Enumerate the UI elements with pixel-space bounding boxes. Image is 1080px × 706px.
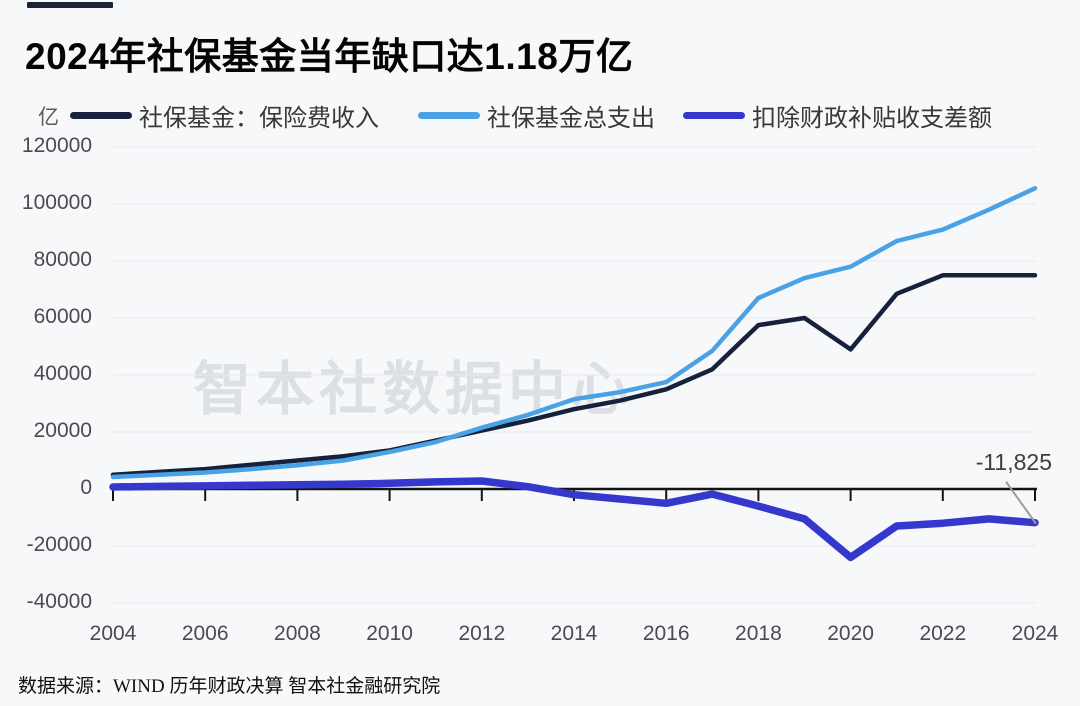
- y-tick-label--20000: -20000: [26, 533, 92, 556]
- x-tick-label-2014: 2014: [550, 622, 598, 645]
- y-tick-label-20000: 20000: [33, 419, 92, 442]
- x-tick-label-2018: 2018: [735, 622, 782, 645]
- y-tick-label-60000: 60000: [33, 305, 92, 328]
- x-tick-label-2022: 2022: [919, 622, 967, 645]
- legend-item-balance: 扣除财政补贴收支差额: [683, 100, 992, 132]
- balance-line-swatch: [683, 111, 745, 119]
- x-tick-label-2010: 2010: [366, 622, 413, 645]
- annotation-value: -11,825: [975, 449, 1052, 475]
- x-tick-label-2020: 2020: [827, 622, 874, 645]
- x-tick-label-2024: 2024: [1011, 622, 1059, 645]
- y-tick-label-80000: 80000: [33, 248, 92, 271]
- series-line-balance: [109, 477, 1039, 562]
- brand-accent-bar: [27, 2, 113, 8]
- y-axis-unit-label: 亿: [38, 106, 59, 129]
- x-tick-label-2012: 2012: [458, 622, 506, 645]
- expenditure-line-swatch: [418, 111, 480, 119]
- x-tick-label-2016: 2016: [642, 622, 690, 645]
- x-tick-label-2004: 2004: [89, 622, 137, 645]
- y-tick-label--40000: -40000: [26, 590, 92, 613]
- chart-title: 2024年社保基金当年缺口达1.18万亿: [25, 36, 634, 77]
- y-tick-label-40000: 40000: [33, 362, 92, 385]
- income-line-swatch: [70, 111, 132, 119]
- x-tick-label-2008: 2008: [274, 622, 321, 645]
- legend-label-expenditure: 社保基金总支出: [487, 104, 655, 132]
- y-tick-label-100000: 100000: [21, 191, 92, 214]
- legend-item-income: 社保基金：保险费收入: [70, 100, 379, 132]
- legend-label-income: 社保基金：保险费收入: [139, 104, 379, 132]
- annotation-leader-line: [1005, 481, 1037, 525]
- y-tick-label-120000: 120000: [21, 134, 92, 157]
- legend-label-balance: 扣除财政补贴收支差额: [752, 104, 992, 132]
- data-source-caption: 数据来源：WIND 历年财政决算 智本社金融研究院: [18, 676, 441, 697]
- series-line-expenditure: [110, 186, 1038, 480]
- legend-item-expenditure: 社保基金总支出: [418, 100, 655, 132]
- x-tick-label-2006: 2006: [181, 622, 229, 645]
- y-tick-label-0: 0: [80, 476, 92, 499]
- series-line-income: [110, 273, 1038, 478]
